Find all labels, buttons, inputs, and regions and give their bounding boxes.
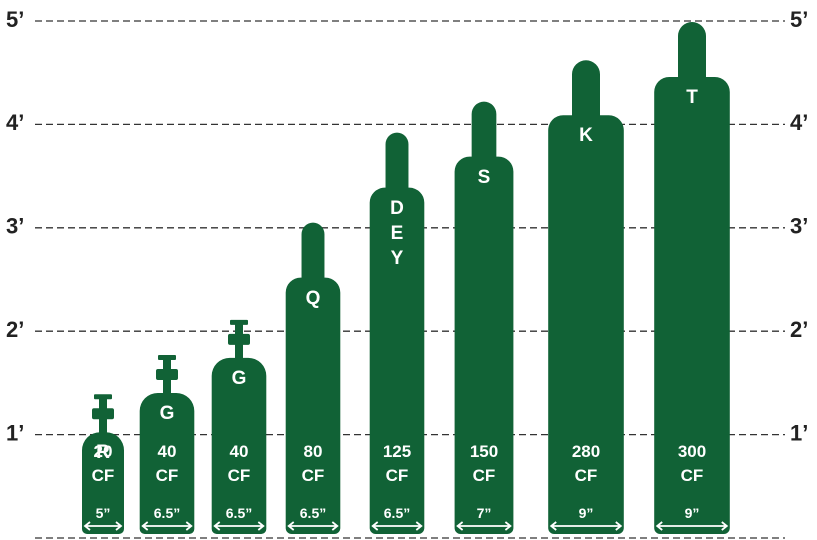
capacity-label: 300 CF: [670, 440, 714, 488]
diameter-label: 6.5”: [288, 505, 338, 521]
cylinder: [212, 320, 267, 534]
capacity-label: 20 CF: [81, 440, 125, 488]
capacity-label: 280 CF: [564, 440, 608, 488]
page: 1’1’2’2’3’3’4’4’5’5’ R20 CF5”G40 CF6.5”G…: [0, 0, 817, 540]
cylinder-label: T: [682, 85, 702, 110]
capacity-label: 80 CF: [291, 440, 335, 488]
y-tick-label: 4’: [6, 110, 24, 135]
diameter-label: 5”: [78, 505, 128, 521]
diameter-label: 9”: [667, 505, 717, 521]
capacity-label: 150 CF: [462, 440, 506, 488]
cylinder-label: G: [229, 366, 249, 391]
cylinder-label: K: [576, 123, 596, 148]
y-tick-label: 5’: [6, 7, 24, 32]
diameter-label: 6.5”: [372, 505, 422, 521]
y-tick-label-right: 5’: [790, 7, 808, 32]
diameter-label: 9”: [561, 505, 611, 521]
cylinder-label: Q: [303, 286, 323, 311]
capacity-label: 40 CF: [217, 440, 261, 488]
y-tick-label-right: 4’: [790, 110, 808, 135]
diameter-label: 7”: [459, 505, 509, 521]
diameter-label: 6.5”: [214, 505, 264, 521]
y-tick-label: 2’: [6, 317, 24, 342]
cylinder-label: G: [157, 401, 177, 426]
y-tick-label-right: 2’: [790, 317, 808, 342]
y-tick-label: 3’: [6, 214, 24, 239]
y-tick-label-right: 1’: [790, 420, 808, 445]
cylinder-label: D E Y: [387, 196, 407, 271]
diameter-label: 6.5”: [142, 505, 192, 521]
capacity-label: 40 CF: [145, 440, 189, 488]
cylinder-label: S: [474, 165, 494, 190]
y-tick-label-right: 3’: [790, 214, 808, 239]
y-tick-label: 1’: [6, 420, 24, 445]
capacity-label: 125 CF: [375, 440, 419, 488]
